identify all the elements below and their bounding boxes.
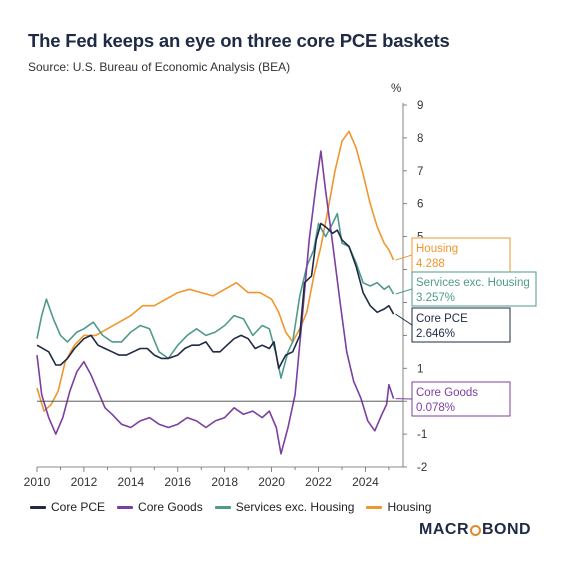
y-tick-label: 6 <box>417 199 423 211</box>
x-tick-label: 2012 <box>71 475 98 489</box>
x-tick-label: 2014 <box>117 475 144 489</box>
legend-label: Services exc. Housing <box>235 500 355 514</box>
x-tick-label: 2022 <box>305 475 332 489</box>
macrobond-logo: MACR BOND <box>419 521 531 539</box>
y-axis-unit: % <box>391 83 401 95</box>
end-value-tag-box <box>411 307 511 343</box>
series-line-core-pce <box>36 222 395 370</box>
legend-item-housing: Housing <box>366 500 431 514</box>
y-tick-label: 8 <box>417 133 423 145</box>
y-tick-label: 1 <box>417 363 423 375</box>
x-tick-label: 2020 <box>258 475 285 489</box>
x-tick-label: 2016 <box>164 475 191 489</box>
legend-label: Core PCE <box>51 500 106 514</box>
series-line-housing <box>36 130 395 412</box>
legend-label: Housing <box>387 500 432 514</box>
y-tick-label: -2 <box>417 462 427 474</box>
tag-connector <box>395 254 413 261</box>
y-tick-label: 9 <box>417 100 423 112</box>
end-value-tag-name: Core PCE <box>416 313 468 325</box>
end-value-tag-value: 3.257% <box>416 292 455 304</box>
chart-legend: Core PCE Core Goods Services exc. Housin… <box>30 500 431 514</box>
y-tick-label: 7 <box>417 166 423 178</box>
series-line-services-exc-housing <box>36 212 395 379</box>
end-value-tag-box <box>411 271 537 307</box>
legend-swatch <box>30 505 46 509</box>
tag-connector <box>395 313 413 326</box>
x-tick-label: 2024 <box>352 475 379 489</box>
end-value-tags: Housing 4.288 Services exc. Housing 3.257% C… <box>395 237 537 417</box>
axes: -2-10123456789%2010201220142016201820202… <box>24 83 428 489</box>
legend-item-services-exc-housing: Services exc. Housing <box>214 500 355 514</box>
end-value-tag-name: Core Goods <box>416 387 478 399</box>
end-value-tag-box <box>411 237 511 273</box>
logo-ring-icon <box>470 524 481 536</box>
legend-swatch <box>117 505 134 509</box>
end-value-tag-name: Services exc. Housing <box>416 277 530 289</box>
logo-text-right: BOND <box>482 521 532 538</box>
tag-connector <box>395 288 413 295</box>
chart-title: The Fed keeps an eye on three core PCE b… <box>28 30 450 51</box>
x-tick-label: 2010 <box>24 475 51 489</box>
legend-item-core-pce: Core PCE <box>30 500 105 514</box>
end-value-tag-value: 4.288 <box>416 258 445 270</box>
logo-text-left: MACR <box>419 521 469 538</box>
legend-item-core-goods: Core Goods <box>117 500 203 514</box>
legend-swatch <box>366 505 383 509</box>
series-line-core-goods <box>36 150 395 455</box>
legend-swatch <box>214 505 231 509</box>
end-value-tag-value: 0.078% <box>416 402 455 414</box>
chart-source: Source: U.S. Bureau of Economic Analysis… <box>28 60 291 74</box>
end-value-tag-name: Housing <box>416 243 458 255</box>
y-tick-label: -1 <box>417 429 427 441</box>
line-chart: -2-10123456789%2010201220142016201820202… <box>24 83 537 489</box>
x-tick-label: 2018 <box>211 475 238 489</box>
legend-label: Core Goods <box>138 500 203 514</box>
plot-area <box>36 130 395 455</box>
end-value-tag-value: 2.646% <box>416 328 455 340</box>
end-value-tag-box <box>411 381 511 417</box>
